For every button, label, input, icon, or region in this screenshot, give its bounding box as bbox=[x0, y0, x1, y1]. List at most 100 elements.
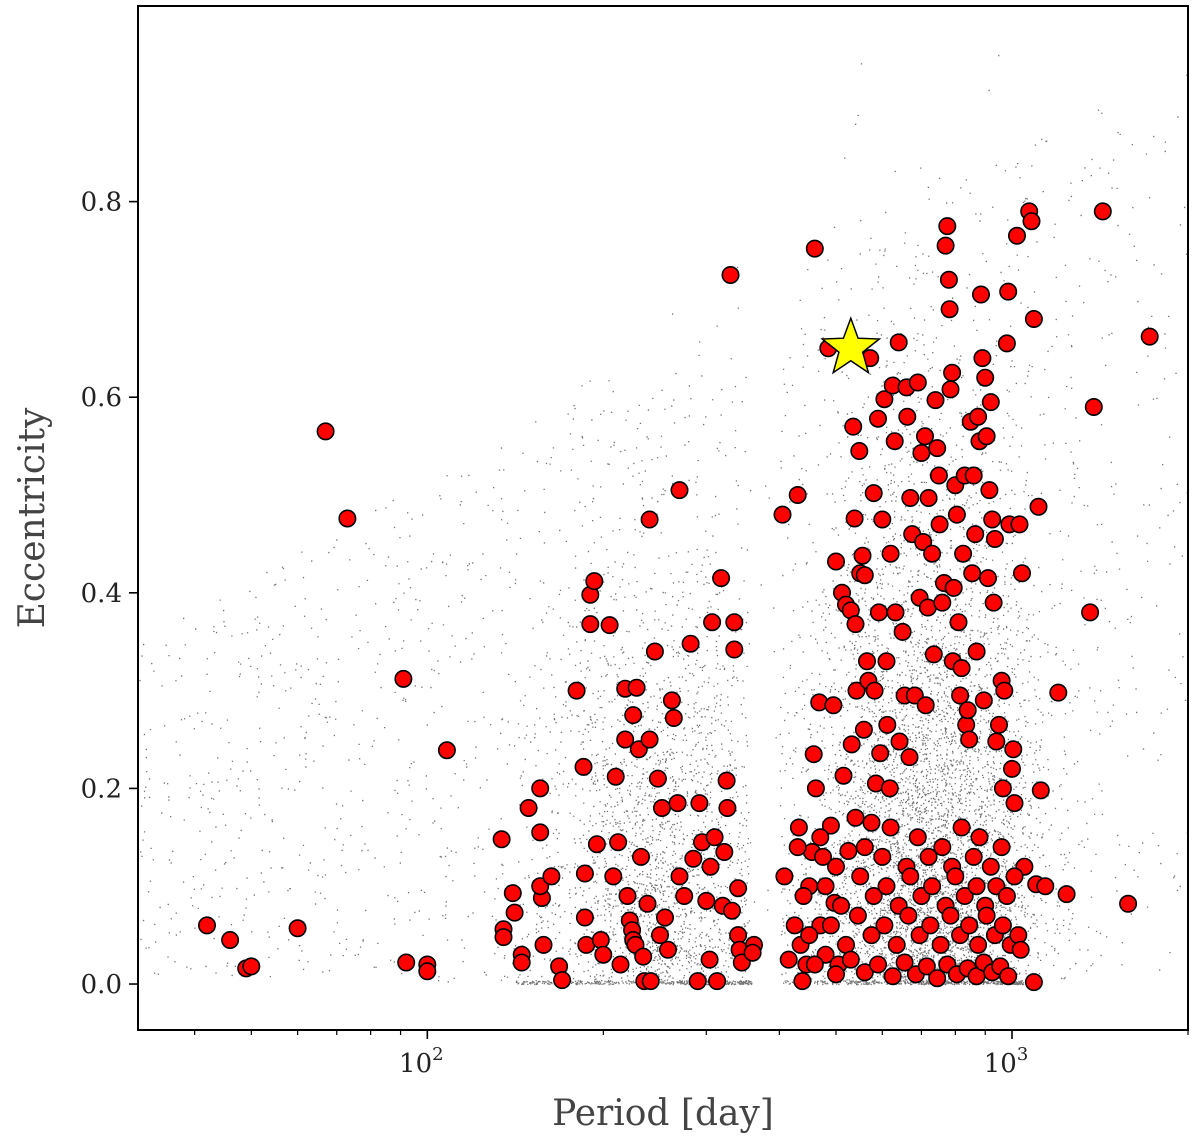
data-point bbox=[715, 842, 734, 861]
data-point bbox=[938, 217, 957, 236]
data-point bbox=[868, 955, 887, 974]
data-point bbox=[1024, 973, 1043, 992]
y-tick-label: 0.0 bbox=[81, 970, 122, 1000]
data-point bbox=[824, 696, 843, 715]
data-point bbox=[881, 818, 900, 837]
data-point bbox=[668, 794, 687, 813]
data-point bbox=[712, 569, 731, 588]
data-point bbox=[198, 916, 217, 935]
data-point bbox=[397, 953, 416, 972]
data-point bbox=[984, 593, 1003, 612]
data-point bbox=[1140, 327, 1159, 346]
data-point bbox=[826, 857, 845, 876]
data-point bbox=[939, 270, 958, 289]
x-axis-ticks: 102 103 bbox=[194, 1030, 1189, 1079]
data-point bbox=[553, 971, 572, 990]
data-point bbox=[705, 828, 724, 847]
data-point bbox=[794, 886, 813, 905]
data-point bbox=[684, 849, 703, 868]
data-point bbox=[869, 603, 888, 622]
red-points-layer bbox=[198, 202, 1159, 992]
data-point bbox=[899, 906, 918, 925]
data-point bbox=[789, 818, 808, 837]
data-point bbox=[873, 847, 892, 866]
data-point bbox=[670, 867, 689, 886]
data-point bbox=[880, 779, 899, 798]
data-point bbox=[1093, 202, 1112, 221]
data-point bbox=[999, 967, 1018, 986]
data-point bbox=[989, 715, 1008, 734]
data-point bbox=[1011, 940, 1030, 959]
data-point bbox=[854, 720, 873, 739]
data-point bbox=[940, 300, 959, 319]
data-point bbox=[697, 891, 716, 910]
data-point bbox=[908, 373, 927, 392]
data-point bbox=[964, 847, 983, 866]
data-point bbox=[729, 926, 748, 945]
data-point bbox=[788, 485, 807, 504]
data-point bbox=[641, 972, 660, 991]
data-point bbox=[960, 916, 979, 935]
data-point bbox=[221, 930, 240, 949]
data-point bbox=[708, 972, 727, 991]
data-point bbox=[855, 566, 874, 585]
data-point bbox=[700, 950, 719, 969]
data-point bbox=[821, 816, 840, 835]
data-point bbox=[923, 544, 942, 563]
data-point bbox=[1036, 877, 1055, 896]
data-point bbox=[901, 488, 920, 507]
data-point bbox=[531, 823, 550, 842]
data-point bbox=[908, 828, 927, 847]
data-point bbox=[688, 972, 707, 991]
data-point bbox=[969, 407, 988, 426]
y-tick-label: 0.4 bbox=[81, 579, 122, 609]
data-point bbox=[848, 906, 867, 925]
data-point bbox=[960, 730, 979, 749]
data-point bbox=[886, 603, 905, 622]
data-point bbox=[993, 779, 1012, 798]
data-point bbox=[575, 864, 594, 883]
data-point bbox=[1007, 226, 1026, 245]
data-point bbox=[893, 622, 912, 641]
data-point bbox=[494, 928, 513, 947]
data-point bbox=[675, 886, 694, 905]
data-point bbox=[581, 615, 600, 634]
data-point bbox=[941, 906, 960, 925]
data-point bbox=[703, 613, 722, 632]
data-point bbox=[793, 972, 812, 991]
data-point bbox=[846, 808, 865, 827]
y-tick-label: 0.6 bbox=[81, 383, 122, 413]
x-tick-label: 102 bbox=[399, 1044, 444, 1079]
data-point bbox=[1010, 515, 1029, 534]
data-point bbox=[574, 757, 593, 776]
data-point bbox=[242, 957, 261, 976]
data-point bbox=[995, 681, 1014, 700]
data-point bbox=[877, 877, 896, 896]
data-point bbox=[640, 730, 659, 749]
data-point bbox=[775, 867, 794, 886]
data-point bbox=[1022, 212, 1041, 231]
data-point bbox=[898, 407, 917, 426]
data-point bbox=[519, 798, 538, 817]
data-point bbox=[933, 838, 952, 857]
data-point bbox=[963, 564, 982, 583]
highlight-star bbox=[820, 316, 882, 375]
data-point bbox=[864, 484, 883, 503]
data-point bbox=[670, 481, 689, 500]
data-point bbox=[618, 886, 637, 905]
data-point bbox=[834, 766, 853, 785]
data-point bbox=[981, 393, 1000, 412]
data-point bbox=[645, 642, 664, 661]
data-point bbox=[955, 886, 974, 905]
data-point bbox=[987, 732, 1006, 751]
data-point bbox=[591, 930, 610, 949]
data-point bbox=[785, 916, 804, 935]
data-point bbox=[980, 481, 999, 500]
data-point bbox=[788, 838, 807, 857]
data-point bbox=[981, 857, 1000, 876]
data-point bbox=[946, 867, 965, 886]
data-point bbox=[901, 867, 920, 886]
data-point bbox=[805, 239, 824, 258]
data-point bbox=[943, 363, 962, 382]
data-point bbox=[1057, 885, 1076, 904]
